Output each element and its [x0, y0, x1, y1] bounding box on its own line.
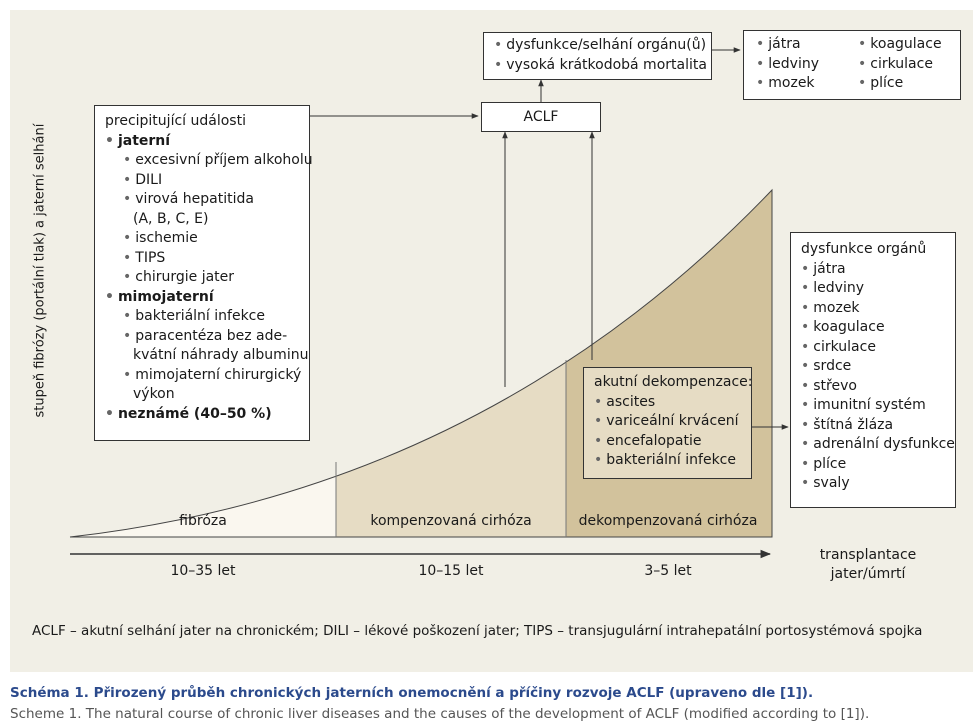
- acute-decomp-item: bakteriální infekce: [594, 451, 751, 471]
- hepatic-item-cont: (A, B, C, E): [133, 210, 209, 227]
- duration-fibrosis: 10–35 let: [170, 563, 236, 579]
- organ-dysfunction-item: játra: [801, 260, 955, 280]
- hepatic-item: chirurgie jater: [105, 268, 309, 288]
- stage-label-decompensated: dekompenzovaná cirhóza: [578, 513, 758, 529]
- precipitating-title: precipitující události: [105, 113, 246, 129]
- organ-dysfunction-item: srdce: [801, 357, 955, 377]
- organ-dysfunction-title: dysfunkce orgánů: [801, 241, 927, 257]
- aclf-outcome-item: dysfunkce/selhání orgánu(ů): [494, 36, 711, 56]
- acute-decomp-item: variceální krvácení: [594, 412, 751, 432]
- extrahepatic-item-cont: kvátní náhrady albuminu: [133, 347, 309, 363]
- organ-dysfunction-item: střevo: [801, 377, 955, 397]
- y-axis-label: stupeň fibrózy (portální tlak) a jaterní…: [32, 123, 48, 418]
- endpoint-line1: transplantace: [819, 547, 917, 563]
- extrahepatic-label: mimojaterní: [105, 288, 309, 308]
- acute-decomp-item: encefalopatie: [594, 432, 751, 452]
- organ-dysfunction-item: štítná žláza: [801, 416, 955, 436]
- aclf-outcome-item: vysoká krátkodobá mortalita: [494, 56, 711, 76]
- stage-compensated-area: [336, 362, 566, 537]
- hepatic-label: jaterní: [105, 132, 309, 152]
- acute-decomp-item: ascites: [594, 393, 751, 413]
- caption-czech: Schéma 1. Přirozený průběh chronických j…: [10, 685, 814, 701]
- duration-compensated: 10–15 let: [418, 563, 484, 579]
- duration-decompensated: 3–5 let: [644, 563, 692, 579]
- organ-item: mozek: [756, 74, 819, 94]
- organ-dysfunction-item: koagulace: [801, 318, 955, 338]
- unknown-label: neznámé (40–50 %): [105, 405, 309, 425]
- aclf-box: ACLF: [481, 102, 601, 132]
- organ-dysfunction-item: plíce: [801, 455, 955, 475]
- acute-decomp-title: akutní dekompenzace:: [594, 374, 753, 390]
- aclf-label: ACLF: [523, 109, 559, 125]
- extrahepatic-item-cont: výkon: [133, 386, 175, 402]
- precipitating-events-box: precipitující události jaterní excesivní…: [94, 105, 313, 441]
- endpoint-label: transplantace jater/úmrtí: [820, 546, 917, 584]
- stage-label-compensated: kompenzovaná cirhóza: [370, 513, 532, 529]
- hepatic-item: TIPS: [105, 249, 309, 269]
- organ-dysfunction-item: imunitní systém: [801, 396, 955, 416]
- endpoint-line2: jater/úmrtí: [830, 566, 906, 582]
- organ-item: ledviny: [756, 55, 819, 75]
- acute-decompensation-box: akutní dekompenzace: ascites variceální …: [583, 367, 752, 479]
- footnote: ACLF – akutní selhání jater na chronické…: [32, 623, 923, 639]
- diagram-panel: stupeň fibrózy (portální tlak) a jaterní…: [10, 10, 973, 672]
- aclf-organs-col2: koagulace cirkulace plíce: [858, 35, 942, 94]
- organ-item: koagulace: [858, 35, 941, 55]
- organ-dysfunction-box: dysfunkce orgánů játra ledviny mozek koa…: [790, 232, 956, 508]
- aclf-organs-col1: játra ledviny mozek: [756, 35, 819, 94]
- aclf-outcome-box: dysfunkce/selhání orgánu(ů) vysoká krátk…: [483, 32, 712, 80]
- extrahepatic-item: mimojaterní chirurgický: [105, 366, 309, 386]
- stage-label-fibrosis: fibróza: [179, 513, 227, 529]
- organ-dysfunction-item: ledviny: [801, 279, 955, 299]
- organ-item: plíce: [858, 74, 942, 94]
- aclf-organs-box: játra ledviny mozek koagulace cirkulace …: [743, 30, 961, 100]
- organ-dysfunction-item: svaly: [801, 474, 955, 494]
- extrahepatic-item: paracentéza bez ade-: [105, 327, 309, 347]
- extrahepatic-item: bakteriální infekce: [105, 307, 309, 327]
- hepatic-item: virová hepatitida: [105, 190, 309, 210]
- hepatic-item: ischemie: [105, 229, 309, 249]
- hepatic-item: DILI: [105, 171, 309, 191]
- organ-dysfunction-item: cirkulace: [801, 338, 955, 358]
- organ-item: cirkulace: [858, 55, 942, 75]
- hepatic-item: excesivní příjem alkoholu: [105, 151, 312, 171]
- organ-dysfunction-item: adrenální dysfunkce: [801, 435, 955, 455]
- organ-item: játra: [756, 35, 819, 55]
- caption-english: Scheme 1. The natural course of chronic …: [10, 706, 870, 722]
- organ-dysfunction-item: mozek: [801, 299, 955, 319]
- progression-curve: [69, 188, 773, 538]
